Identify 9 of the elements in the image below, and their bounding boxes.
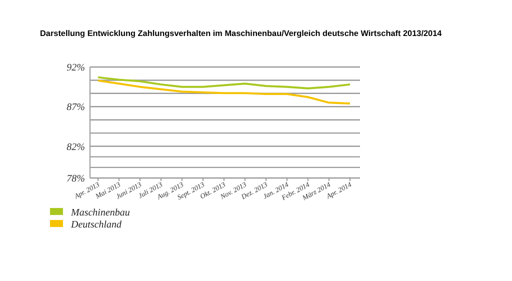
legend-label: Deutschland — [70, 220, 123, 230]
y-tick-label: 92% — [66, 62, 85, 74]
legend-label: Maschinenbau — [70, 208, 130, 218]
line-series — [97, 79, 351, 104]
line-series — [97, 76, 351, 90]
y-tick-label: 82% — [66, 142, 85, 153]
chart-title: Darstellung Entwicklung Zahlungsverhalten im Maschinenbau/Vergleich deutsche Wirtschaft 2013/2014 — [40, 29, 442, 38]
y-tick-label: 78% — [66, 174, 85, 184]
y-tick-label: 87% — [66, 102, 85, 114]
